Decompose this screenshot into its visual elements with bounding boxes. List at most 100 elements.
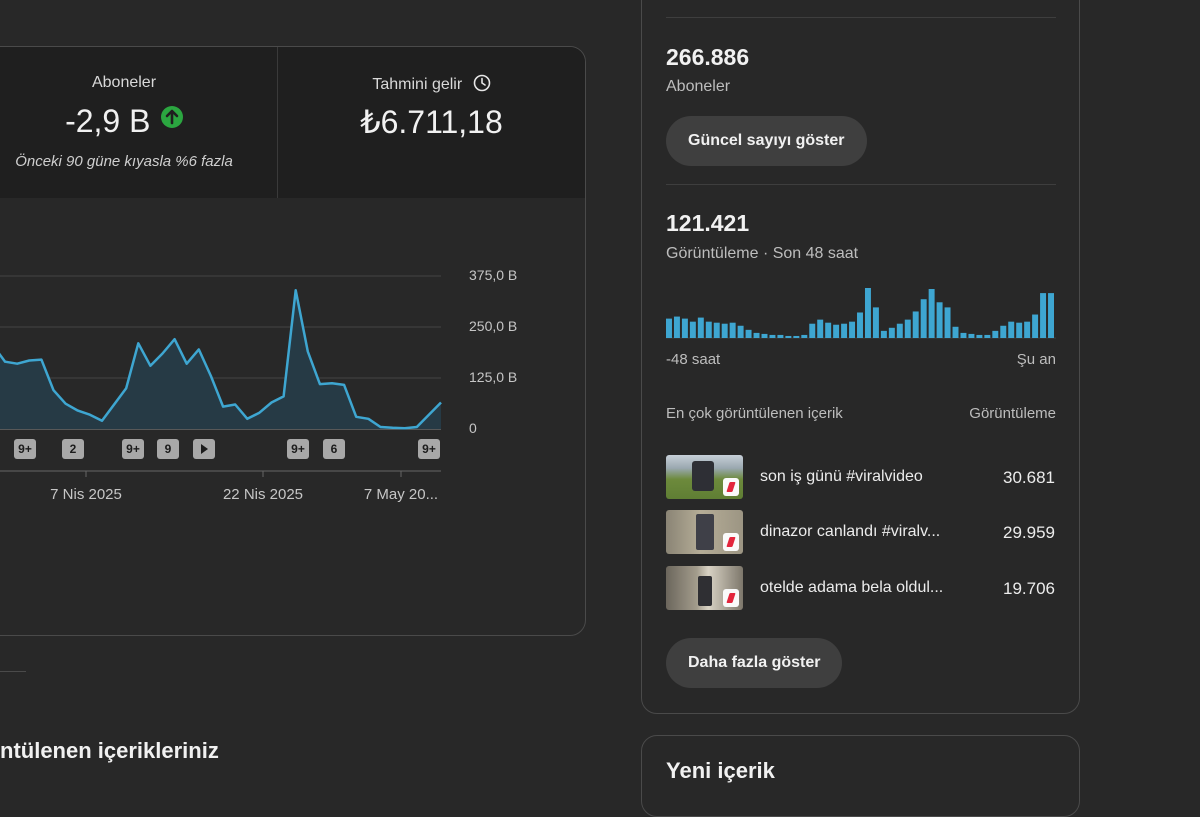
divider xyxy=(666,184,1056,185)
content-marker[interactable]: 9+ xyxy=(122,439,144,459)
views-bar[interactable] xyxy=(721,323,728,338)
views-bar[interactable] xyxy=(761,333,768,338)
views-bar[interactable] xyxy=(888,327,895,338)
views-bar[interactable] xyxy=(697,317,704,338)
views-bar[interactable] xyxy=(936,302,943,338)
revenue-metric-value: ₺6.711,18 xyxy=(360,104,503,140)
views-bar[interactable] xyxy=(785,335,792,338)
views-bar[interactable] xyxy=(817,319,824,338)
show-more-button[interactable]: Daha fazla göster xyxy=(666,638,843,688)
top-content-views-header: Görüntüleme xyxy=(969,405,1056,422)
top-content-title[interactable]: son iş günü #viralvideo xyxy=(760,468,923,485)
views-bar[interactable] xyxy=(793,335,800,338)
views-bar[interactable] xyxy=(960,332,967,338)
content-marker[interactable]: 9+ xyxy=(14,439,36,459)
views-bar[interactable] xyxy=(984,334,991,338)
views-bar[interactable] xyxy=(904,319,911,338)
video-thumbnail[interactable] xyxy=(666,566,743,610)
x-tick-label: 7 Nis 2025 xyxy=(50,486,122,503)
views-bar[interactable] xyxy=(1032,314,1039,338)
views-bar[interactable] xyxy=(920,299,927,338)
y-tick-label: 250,0 B xyxy=(469,318,518,334)
views-bar[interactable] xyxy=(944,307,951,338)
views-bar[interactable] xyxy=(666,318,672,338)
realtime-subscribers-value: 266.886 xyxy=(666,44,750,70)
metric-divider xyxy=(277,47,278,198)
shorts-icon xyxy=(723,589,739,607)
metrics-band: Aboneler -2,9 B Önceki 90 güne kıyasla %… xyxy=(0,47,585,198)
views-bar[interactable] xyxy=(681,318,688,338)
bar-chart-start-label: -48 saat xyxy=(666,351,721,368)
content-marker[interactable]: 9+ xyxy=(418,439,440,459)
realtime-subscribers-label: Aboneler xyxy=(666,78,731,95)
realtime-views-label: Görüntüleme · Son 48 saat xyxy=(666,245,859,262)
video-thumbnail[interactable] xyxy=(666,455,743,499)
views-bar[interactable] xyxy=(1008,321,1015,338)
new-content-title: Yeni içerik xyxy=(666,758,775,783)
views-bar[interactable] xyxy=(872,307,879,338)
realtime-views-bar-chart[interactable] xyxy=(666,280,1056,340)
subscribers-metric-value: -2,9 B xyxy=(65,103,151,139)
x-tick-label: 7 May 20... xyxy=(363,486,439,503)
views-bar[interactable] xyxy=(928,289,935,338)
play-icon[interactable] xyxy=(193,439,215,459)
views-bar[interactable] xyxy=(833,324,840,338)
views-bar[interactable] xyxy=(952,326,959,338)
views-bar[interactable] xyxy=(825,322,832,338)
bar-chart-end-label: Şu an xyxy=(1016,351,1056,368)
views-bar[interactable] xyxy=(976,334,983,338)
views-bar[interactable] xyxy=(713,322,720,338)
views-bar[interactable] xyxy=(968,333,975,338)
views-bar[interactable] xyxy=(777,334,784,338)
views-bar[interactable] xyxy=(864,288,871,338)
section-divider xyxy=(0,671,26,672)
views-bar[interactable] xyxy=(673,316,680,338)
y-tick-label: 0 xyxy=(469,420,477,436)
subscribers-metric[interactable]: Aboneler -2,9 B Önceki 90 güne kıyasla %… xyxy=(0,47,277,198)
views-bar[interactable] xyxy=(753,332,760,338)
views-bar[interactable] xyxy=(801,334,808,338)
content-marker[interactable]: 2 xyxy=(62,439,84,459)
top-content-views: 19.706 xyxy=(1003,579,1055,598)
series-area xyxy=(0,290,441,429)
views-bar[interactable] xyxy=(1048,293,1054,338)
views-bar[interactable] xyxy=(745,329,752,338)
content-marker[interactable]: 9 xyxy=(157,439,179,459)
views-bar[interactable] xyxy=(841,323,848,338)
section-title: ntülenen içerikleriniz xyxy=(0,738,219,763)
views-bar[interactable] xyxy=(849,321,856,338)
top-content-views: 29.959 xyxy=(1003,523,1055,542)
content-marker[interactable]: 9+ xyxy=(287,439,309,459)
analytics-overview-card: Aboneler -2,9 B Önceki 90 güne kıyasla %… xyxy=(0,46,586,636)
divider xyxy=(666,17,1056,18)
series-line xyxy=(0,289,442,430)
show-current-count-button[interactable]: Güncel sayıyı göster xyxy=(666,116,867,166)
views-bar[interactable] xyxy=(912,311,919,338)
clock-icon[interactable] xyxy=(473,74,491,97)
y-tick-label: 375,0 B xyxy=(469,267,518,283)
revenue-metric[interactable]: Tahmini gelir ₺6.711,18 xyxy=(278,47,585,198)
views-bar[interactable] xyxy=(857,312,863,338)
content-marker[interactable]: 6 xyxy=(323,439,345,459)
top-content-views: 30.681 xyxy=(1003,468,1055,487)
views-bar[interactable] xyxy=(689,321,696,338)
views-bar[interactable] xyxy=(992,330,999,338)
views-bar[interactable] xyxy=(729,322,736,338)
views-bar[interactable] xyxy=(769,334,776,338)
views-bar[interactable] xyxy=(1000,325,1007,338)
views-bar[interactable] xyxy=(1024,321,1031,338)
video-thumbnail[interactable] xyxy=(666,510,743,554)
top-content-title[interactable]: dinazor canlandı #viralv... xyxy=(760,523,941,540)
top-content-title[interactable]: otelde adama bela oldul... xyxy=(760,579,944,596)
shorts-icon xyxy=(723,478,739,496)
views-bar[interactable] xyxy=(1016,322,1023,338)
views-bar[interactable] xyxy=(1040,293,1047,338)
views-bar[interactable] xyxy=(880,330,887,338)
views-bar[interactable] xyxy=(809,323,816,338)
shorts-icon xyxy=(723,533,739,551)
views-bar[interactable] xyxy=(737,325,744,338)
views-bar[interactable] xyxy=(896,323,903,338)
revenue-metric-label: Tahmini gelir xyxy=(372,76,463,93)
subscribers-chart[interactable] xyxy=(0,47,585,635)
views-bar[interactable] xyxy=(705,321,712,338)
